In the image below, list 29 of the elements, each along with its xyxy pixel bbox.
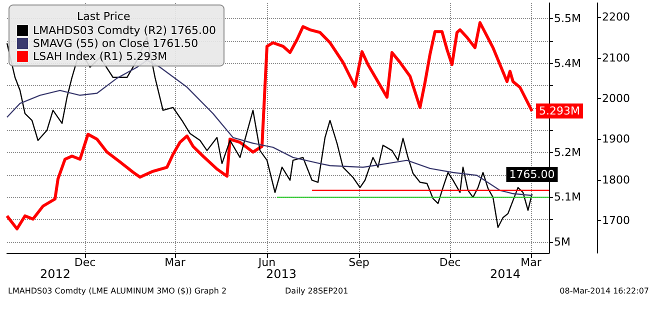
- text: 2014: [490, 267, 521, 281]
- legend-label: LMAHDS03 Comdty (R2) 1765.00: [33, 24, 216, 37]
- x-tick-label: Jun: [257, 256, 276, 269]
- y-tick-label: 5.4M: [554, 56, 581, 70]
- text: 2013: [266, 267, 297, 281]
- x-tick-label: Mar: [164, 256, 186, 269]
- y2-tick-label: 2100: [602, 51, 630, 64]
- x-tick-label: Dec: [74, 256, 96, 269]
- y-tick-label: 5M: [554, 235, 570, 248]
- x-tick-label: Mar: [520, 256, 542, 269]
- legend-label: LSAH Index (R1) 5.293M: [33, 50, 168, 63]
- y-tick-label: 5.5M: [554, 12, 581, 26]
- legend-title: Last Price: [77, 10, 130, 23]
- y2-tick-label: 1900: [602, 132, 630, 146]
- data-label: 5.293M: [539, 104, 580, 118]
- text: Daily 28SEP201: [285, 286, 348, 296]
- x-tick-label: Dec: [439, 256, 461, 269]
- y2-tick-label: 1700: [602, 214, 630, 227]
- x-tick-label: Sep: [348, 256, 370, 269]
- text: LMAHDS03 Comdty (LME ALUMINUM 3MO ($)) Graph 2: [8, 286, 227, 296]
- text: 08-Mar-2014 16:22:07: [560, 286, 650, 296]
- y2-tick-label: 2200: [602, 10, 630, 24]
- data-label: 1765.00: [509, 168, 555, 182]
- y2-tick-label: 1800: [602, 173, 630, 186]
- y-tick-label: 5.2M: [554, 146, 581, 160]
- y-tick-label: 5.1M: [554, 190, 581, 204]
- legend-label: SMAVG (55) on Close 1761.50: [33, 37, 198, 50]
- text: 2012: [40, 267, 71, 281]
- y2-tick-label: 2000: [602, 92, 630, 106]
